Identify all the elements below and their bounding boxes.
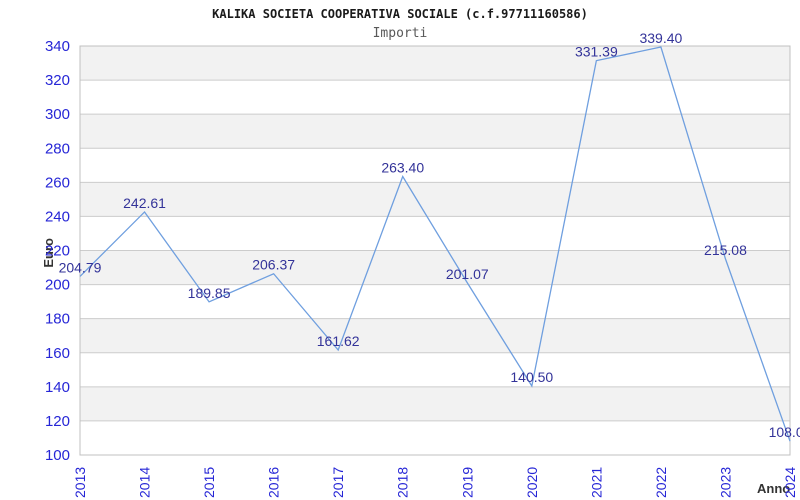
y-tick-label: 100 [45,447,70,464]
y-tick-label: 260 [45,174,70,191]
x-tick-label: 2019 [459,467,475,498]
y-tick-label: 300 [45,106,70,123]
x-tick-label: 2014 [137,467,153,498]
x-tick-label: 2022 [653,467,669,498]
x-tick-label: 2015 [201,467,217,498]
point-label: 331.39 [575,44,618,60]
y-tick-label: 180 [45,311,70,328]
y-tick-label: 160 [45,345,70,362]
point-label: 242.61 [123,195,166,211]
x-axis-title: Anno [757,481,791,496]
x-tick-label: 2013 [72,467,88,498]
series-line [79,46,791,442]
point-label: 263.40 [381,160,424,176]
point-label: 215.08 [704,242,747,258]
y-tick-label: 280 [45,140,70,157]
chart-title: KALIKA SOCIETA COOPERATIVA SOCIALE (c.f.… [212,7,588,21]
point-label: 206.37 [252,257,295,273]
point-label: 204.79 [59,259,102,275]
x-tick-label: 2016 [266,467,282,498]
y-tick-label: 340 [45,38,70,55]
point-label: 140.50 [510,369,553,385]
point-label: 339.40 [639,30,682,46]
y-tick-label: 200 [45,277,70,294]
point-label: 108.09 [769,424,800,440]
y-tick-label: 120 [45,413,70,430]
point-label: 189.85 [188,285,231,301]
plot-band [80,250,790,285]
y-tick-label: 320 [45,72,70,89]
plot-band [80,114,790,149]
x-tick-label: 2021 [588,467,604,498]
x-tick-label: 2020 [524,467,540,498]
x-tick-label: 2017 [330,467,346,498]
x-tick-label: 2024 [782,467,798,498]
plot-band [80,182,790,217]
x-tick-label: 2023 [717,467,733,498]
plot-border [79,45,791,456]
plot-band [80,386,790,421]
y-tick-label: 220 [45,243,70,260]
plot-band [80,318,790,353]
x-tick-label: 2018 [395,467,411,498]
plot-band [80,46,790,81]
point-label: 201.07 [446,266,489,282]
point-label: 161.62 [317,333,360,349]
y-tick-label: 140 [45,379,70,396]
y-tick-label: 240 [45,208,70,225]
chart-subtitle: Importi [372,26,428,41]
